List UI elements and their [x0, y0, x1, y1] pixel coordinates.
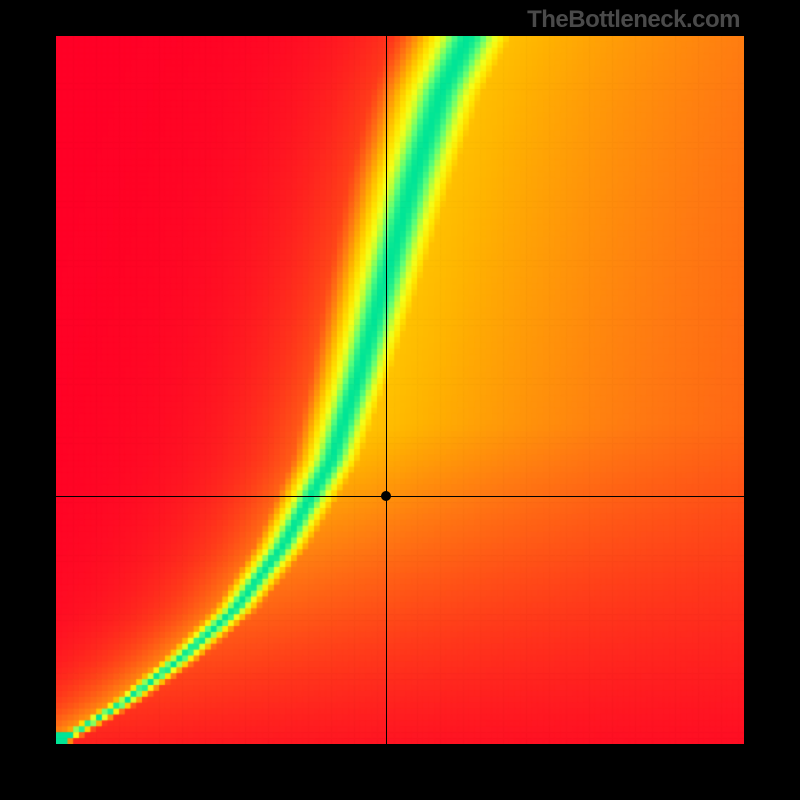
crosshair-horizontal	[56, 496, 744, 497]
heatmap-plot	[56, 36, 744, 744]
crosshair-vertical	[386, 36, 387, 744]
crosshair-marker	[381, 491, 391, 501]
heatmap-canvas	[56, 36, 744, 744]
watermark-text: TheBottleneck.com	[527, 6, 740, 34]
